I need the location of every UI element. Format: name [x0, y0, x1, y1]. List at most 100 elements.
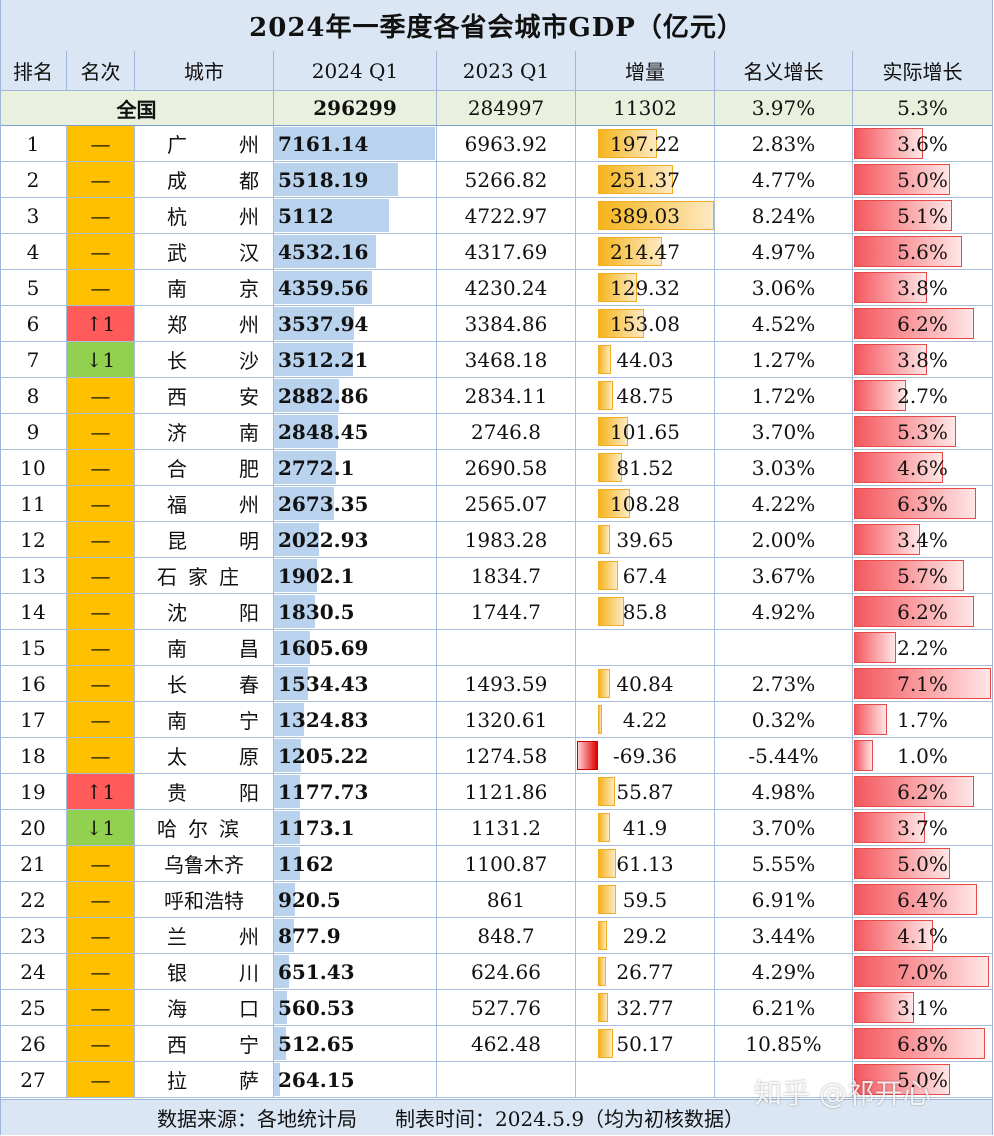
real-cell: 2.2% [853, 630, 993, 666]
movement-cell: — [67, 846, 135, 882]
rank-label: 9 [26, 419, 40, 444]
header-cell: 城市 [135, 51, 274, 91]
gdp2024-bar [274, 703, 304, 736]
gdp2024-bar [274, 487, 335, 520]
increment-cell: 129.32 [576, 270, 715, 306]
increment-bar [598, 705, 602, 734]
movement-label: — [90, 887, 111, 912]
gdp2023-cell: 1274.58 [437, 738, 576, 774]
movement-label: — [90, 419, 111, 444]
national-gdp2024: 296299 [313, 96, 397, 120]
increment-bar [598, 597, 624, 626]
gdp2023-cell: 462.48 [437, 1026, 576, 1062]
gdp2024-bar [274, 919, 294, 952]
increment-value: 40.84 [616, 671, 674, 696]
rank-label: 3 [26, 203, 40, 228]
rank-cell: 18 [0, 738, 67, 774]
gdp2024-cell: 7161.14 [274, 126, 437, 162]
header-cell: 实际增长 [853, 51, 993, 91]
real-growth-value: 5.0% [897, 851, 948, 876]
movement-cell: — [67, 882, 135, 918]
real-cell: 7.1% [853, 666, 993, 702]
increment-value: 44.03 [616, 347, 674, 372]
real-growth-bar [854, 380, 907, 411]
real-growth-bar [854, 812, 926, 843]
real-growth-value: 6.8% [897, 1031, 948, 1056]
city-label: 太原 [167, 745, 311, 769]
table-footer: 数据来源：各地统计局 制表时间：2024.5.9（均为初核数据） [0, 1099, 993, 1135]
gdp2023-cell [437, 1062, 576, 1098]
nominal-cell: 0.32% [715, 702, 853, 738]
rank-label: 23 [20, 923, 46, 948]
city-cell: 拉萨 [135, 1062, 274, 1098]
increment-cell: 81.52 [576, 450, 715, 486]
increment-value: 55.87 [616, 779, 674, 804]
city-cell: 广州 [135, 126, 274, 162]
header-label: 2023 Q1 [462, 58, 550, 83]
increment-value: 48.75 [616, 383, 674, 408]
real-cell: 6.8% [853, 1026, 993, 1062]
real-growth-bar [854, 776, 974, 807]
rank-cell: 5 [0, 270, 67, 306]
gdp2024-bar [274, 847, 301, 880]
real-cell: 3.6% [853, 126, 993, 162]
gdp2024-bar [274, 955, 289, 988]
gdp2024-cell: 2772.1 [274, 450, 437, 486]
gdp2024-cell: 264.15 [274, 1062, 437, 1098]
real-growth-value: 4.6% [897, 455, 948, 480]
increment-value: 59.5 [622, 887, 668, 912]
gdp2023-cell: 1121.86 [437, 774, 576, 810]
city-cell: 成都 [135, 162, 274, 198]
increment-bar [598, 993, 608, 1022]
nominal-value: 2.00% [751, 527, 816, 552]
increment-bar [598, 885, 616, 914]
nominal-value: 4.52% [751, 311, 816, 336]
real-cell: 3.8% [853, 342, 993, 378]
real-cell: 2.7% [853, 378, 993, 414]
header-label: 排名 [13, 60, 53, 84]
rank-cell: 25 [0, 990, 67, 1026]
city-cell: 海口 [135, 990, 274, 1026]
gdp2023-value: 1131.2 [471, 815, 541, 840]
nominal-cell: 4.29% [715, 954, 853, 990]
movement-cell: — [67, 738, 135, 774]
movement-label: — [90, 383, 111, 408]
gdp2024-cell: 1324.83 [274, 702, 437, 738]
increment-bar [598, 921, 607, 950]
nominal-cell: 3.03% [715, 450, 853, 486]
rank-label: 19 [20, 779, 46, 804]
city-label: 银川 [167, 961, 311, 985]
movement-label: — [90, 599, 111, 624]
city-cell: 郑州 [135, 306, 274, 342]
city-label: 长春 [167, 673, 311, 697]
movement-cell: — [67, 234, 135, 270]
nominal-cell: 2.83% [715, 126, 853, 162]
city-label: 合肥 [167, 457, 311, 481]
rank-cell: 20 [0, 810, 67, 846]
increment-cell: 55.87 [576, 774, 715, 810]
movement-cell: — [67, 918, 135, 954]
movement-label: — [90, 275, 111, 300]
increment-cell [576, 1062, 715, 1098]
nominal-cell: 3.70% [715, 810, 853, 846]
movement-cell: ↓1 [67, 810, 135, 846]
city-cell: 杭州 [135, 198, 274, 234]
increment-cell: 153.08 [576, 306, 715, 342]
gdp2024-value: 2882.86 [278, 383, 369, 408]
increment-cell: 39.65 [576, 522, 715, 558]
nominal-cell: 6.21% [715, 990, 853, 1026]
city-cell: 石家庄 [135, 558, 274, 594]
rank-cell: 13 [0, 558, 67, 594]
gdp2023-value: 3468.18 [464, 347, 548, 372]
gdp2024-bar [274, 271, 372, 304]
watermark: 知乎 @祁开心 [754, 1077, 931, 1110]
rank-label: 10 [20, 455, 46, 480]
national-gdp2024-cell: 296299 [274, 91, 437, 126]
gdp2023-value: 861 [486, 887, 526, 912]
gdp2024-value: 1830.5 [278, 599, 355, 624]
header-label: 城市 [184, 60, 224, 84]
gdp2024-value: 1534.43 [278, 671, 369, 696]
gdp2024-cell: 5112 [274, 198, 437, 234]
nominal-value: 8.24% [751, 203, 816, 228]
